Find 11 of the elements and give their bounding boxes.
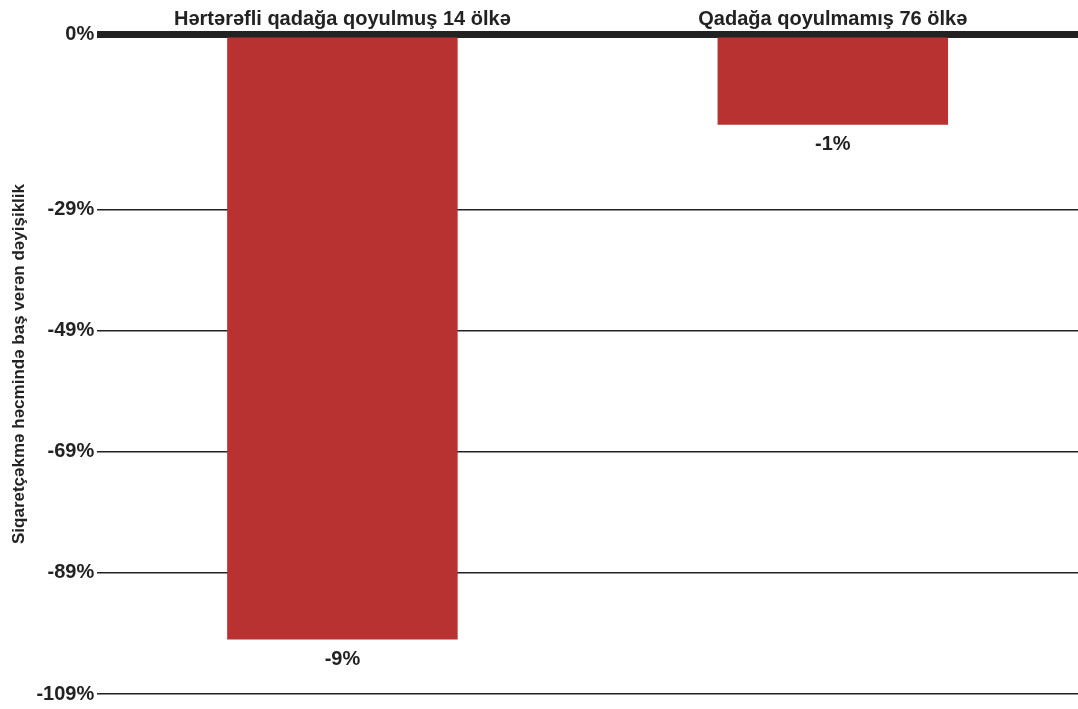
y-tick-label: 0% [65,21,95,44]
y-tick-label: -89% [47,560,95,583]
x-tick-label: Qadağa qoyulmamış 76 ölkə [698,6,968,29]
x-tick-label: Hərtərəfli qadağa qoyulmuş 14 ölkə [174,6,511,29]
y-tick-label: -29% [47,197,95,220]
y-tick-label: -69% [47,439,95,462]
annotation: -9% [324,647,361,670]
y-tick-label: -109% [36,681,95,704]
annotation: -1% [815,132,851,155]
y-axis-title: Siqaretçəkmə həcmində baş verən dəyişiklik [8,183,28,545]
y-tick-label: -49% [47,318,95,341]
